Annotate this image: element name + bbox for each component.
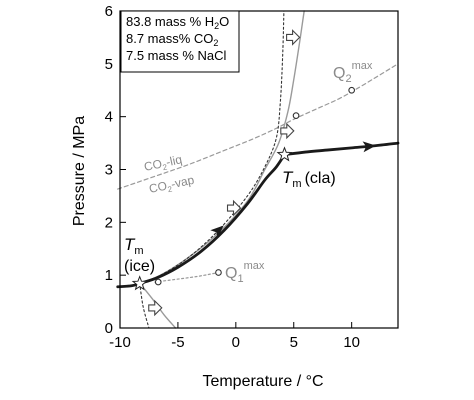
x-tick-label: 5	[290, 334, 298, 351]
y-tick-label: 0	[105, 320, 113, 337]
composition-line: 8.7 mass% CO2	[126, 31, 218, 48]
y-axis-label: Pressure / MPa	[71, 116, 88, 226]
series-line-dotted	[139, 10, 285, 284]
x-tick-label: 10	[343, 334, 360, 351]
series-line-dotted	[139, 282, 150, 329]
x-tick-label: -10	[109, 334, 131, 351]
composition-line: 83.8 mass % H2O	[126, 14, 229, 31]
y-tick-label: 6	[105, 3, 113, 20]
star-marker	[131, 275, 148, 291]
circle-marker	[348, 86, 356, 94]
q1-max-label: Q1max	[225, 260, 265, 285]
co2-liq-label: CO2-liq	[143, 152, 184, 176]
tm-ice-label: Tm	[124, 235, 144, 257]
arrow-layer	[148, 29, 377, 317]
composition-box	[120, 10, 240, 73]
tm-cla-label: Tm (cla)	[282, 168, 336, 190]
q2-max-label: Q2max	[333, 60, 373, 85]
circle-marker	[292, 112, 300, 119]
series-line-dashed	[117, 63, 399, 190]
y-tick-label: 5	[105, 56, 113, 73]
y-tick-label: 3	[105, 162, 113, 179]
y-tick-label: 4	[105, 109, 113, 126]
circle-marker	[215, 269, 222, 276]
x-axis-label: Temperature / °C	[202, 373, 323, 390]
tick-layer: -10 -5 0 5 10 0 1 2 3 4 5 6	[105, 3, 360, 351]
hollow-arrow	[286, 29, 301, 46]
series-line-bold	[283, 141, 400, 157]
hollow-arrow	[280, 122, 295, 140]
x-tick-label: 0	[232, 334, 240, 351]
co2-vap-label: CO2-vap	[148, 173, 196, 198]
y-tick-label: 1	[105, 267, 113, 284]
flow-arrow	[362, 141, 377, 153]
flow-arrow	[210, 225, 224, 239]
tm-ice-paren: (ice)	[124, 258, 155, 275]
composition-line: 7.5 mass % NaCl	[126, 48, 227, 63]
y-tick-label: 2	[105, 214, 113, 231]
hollow-arrow	[148, 299, 163, 317]
marker-layer	[131, 86, 356, 291]
x-tick-label: -5	[171, 334, 184, 351]
hollow-arrow	[226, 199, 242, 217]
circle-marker	[154, 278, 162, 286]
star-marker	[276, 146, 293, 162]
series-line-gray_dotted	[154, 271, 220, 283]
